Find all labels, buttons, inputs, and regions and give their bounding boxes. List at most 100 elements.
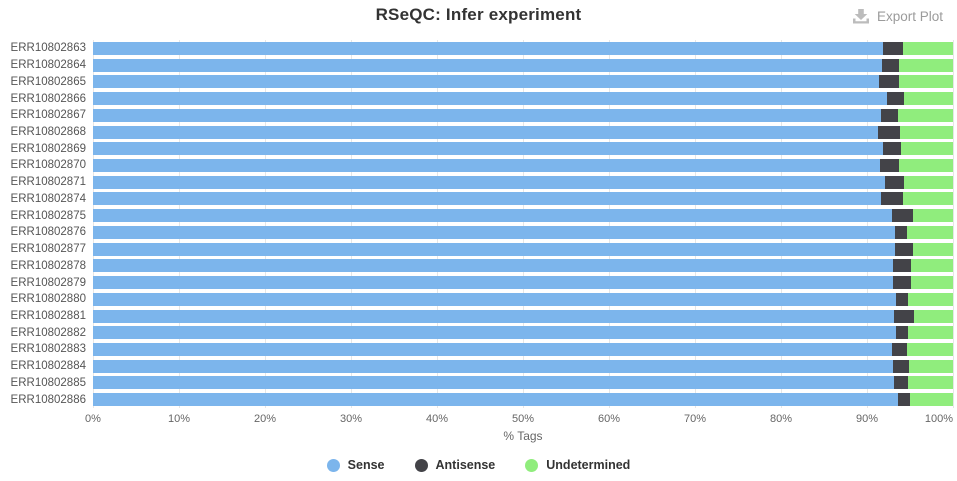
bar-segment-antisense[interactable]: [883, 142, 902, 156]
bar-segment-sense[interactable]: [93, 376, 894, 390]
bar-segment-antisense[interactable]: [894, 242, 913, 256]
sample-label: ERR10802882: [10, 326, 86, 339]
bar-segment-sense[interactable]: [93, 359, 893, 373]
bar-row: [93, 92, 953, 106]
bar-segment-antisense[interactable]: [879, 158, 899, 172]
bar-segment-antisense[interactable]: [880, 108, 898, 122]
sample-label: ERR10802877: [10, 243, 86, 256]
bar-segment-undetermined[interactable]: [910, 259, 953, 273]
bar-segment-undetermined[interactable]: [901, 142, 953, 156]
gridline: [437, 40, 438, 408]
bar-segment-undetermined[interactable]: [913, 209, 953, 223]
bar-segment-undetermined[interactable]: [910, 276, 953, 290]
bar-segment-undetermined[interactable]: [914, 309, 953, 323]
bar-segment-antisense[interactable]: [891, 209, 914, 223]
legend-label: Sense: [347, 458, 385, 472]
bar-segment-undetermined[interactable]: [903, 175, 953, 189]
bar-segment-sense[interactable]: [93, 225, 895, 239]
sample-label: ERR10802878: [10, 259, 86, 272]
bar-segment-undetermined[interactable]: [898, 158, 953, 172]
bar-segment-antisense[interactable]: [885, 175, 904, 189]
bar-segment-antisense[interactable]: [896, 326, 909, 340]
bar-segment-sense[interactable]: [93, 192, 881, 206]
bar-segment-antisense[interactable]: [893, 309, 915, 323]
bar-segment-sense[interactable]: [93, 108, 881, 122]
bar-segment-sense[interactable]: [93, 342, 892, 356]
x-axis-title: % Tags: [503, 429, 543, 443]
bar-segment-antisense[interactable]: [886, 92, 904, 106]
bar-segment-antisense[interactable]: [882, 58, 899, 72]
bar-segment-undetermined[interactable]: [903, 41, 953, 55]
bar-segment-antisense[interactable]: [878, 125, 900, 139]
bar-segment-sense[interactable]: [93, 158, 880, 172]
bar-segment-antisense[interactable]: [893, 376, 909, 390]
bar-segment-undetermined[interactable]: [909, 393, 953, 407]
bar-row: [93, 209, 953, 223]
bar-segment-undetermined[interactable]: [898, 75, 953, 89]
gridline: [609, 40, 610, 408]
bar-segment-undetermined[interactable]: [909, 359, 953, 373]
bar-segment-antisense[interactable]: [892, 359, 910, 373]
bar-segment-sense[interactable]: [93, 259, 893, 273]
sample-label: ERR10802875: [10, 209, 86, 222]
sample-label: ERR10802884: [10, 360, 86, 373]
gridline: [179, 40, 180, 408]
bar-segment-sense[interactable]: [93, 242, 895, 256]
bar-segment-antisense[interactable]: [892, 276, 911, 290]
bar-segment-sense[interactable]: [93, 326, 897, 340]
sample-label: ERR10802886: [10, 393, 86, 406]
bar-segment-undetermined[interactable]: [903, 92, 953, 106]
x-tick-label: 60%: [597, 413, 621, 425]
sample-label: ERR10802869: [10, 142, 86, 155]
bar-segment-sense[interactable]: [93, 393, 898, 407]
bar-row: [93, 359, 953, 373]
bar-row: [93, 276, 953, 290]
x-tick-label: 30%: [339, 413, 363, 425]
sample-label: ERR10802870: [10, 159, 86, 172]
x-tick-label: 100%: [924, 413, 953, 425]
bar-segment-undetermined[interactable]: [906, 342, 953, 356]
bar-segment-sense[interactable]: [93, 175, 886, 189]
bar-segment-antisense[interactable]: [892, 259, 911, 273]
export-plot-label: Export Plot: [876, 9, 943, 24]
gridline: [781, 40, 782, 408]
bar-segment-sense[interactable]: [93, 292, 897, 306]
bar-segment-sense[interactable]: [93, 125, 879, 139]
bar-segment-sense[interactable]: [93, 276, 893, 290]
bar-segment-antisense[interactable]: [879, 75, 899, 89]
bar-segment-undetermined[interactable]: [908, 292, 953, 306]
bar-segment-sense[interactable]: [93, 41, 884, 55]
bar-segment-antisense[interactable]: [891, 342, 907, 356]
bar-segment-undetermined[interactable]: [903, 192, 953, 206]
bar-segment-sense[interactable]: [93, 309, 894, 323]
gridline: [93, 40, 94, 408]
bar-segment-antisense[interactable]: [883, 41, 904, 55]
x-tick-label: 0%: [85, 413, 101, 425]
bar-segment-undetermined[interactable]: [899, 125, 953, 139]
bar-segment-undetermined[interactable]: [898, 58, 953, 72]
legend-dot-icon: [414, 458, 428, 472]
sample-label: ERR10802874: [10, 192, 86, 205]
bar-segment-undetermined[interactable]: [908, 376, 953, 390]
bar-segment-antisense[interactable]: [896, 292, 909, 306]
sample-label: ERR10802885: [10, 376, 86, 389]
legend-item-sense[interactable]: Sense: [326, 458, 385, 472]
bar-segment-undetermined[interactable]: [912, 242, 953, 256]
legend-item-antisense[interactable]: Antisense: [414, 458, 495, 472]
bar-segment-sense[interactable]: [93, 92, 887, 106]
bar-segment-sense[interactable]: [93, 142, 884, 156]
export-plot-button[interactable]: Export Plot: [852, 9, 943, 24]
bar-row: [93, 342, 953, 356]
bar-segment-antisense[interactable]: [880, 192, 904, 206]
legend-item-undetermined[interactable]: Undetermined: [525, 458, 630, 472]
x-tick-label: 70%: [683, 413, 707, 425]
legend-label: Undetermined: [546, 458, 631, 472]
bar-segment-sense[interactable]: [93, 209, 892, 223]
bar-segment-undetermined[interactable]: [897, 108, 953, 122]
bar-segment-sense[interactable]: [93, 58, 883, 72]
bar-segment-sense[interactable]: [93, 75, 880, 89]
bar-segment-antisense[interactable]: [897, 393, 910, 407]
bar-segment-undetermined[interactable]: [908, 326, 953, 340]
bar-segment-undetermined[interactable]: [907, 225, 953, 239]
bar-segment-antisense[interactable]: [894, 225, 908, 239]
